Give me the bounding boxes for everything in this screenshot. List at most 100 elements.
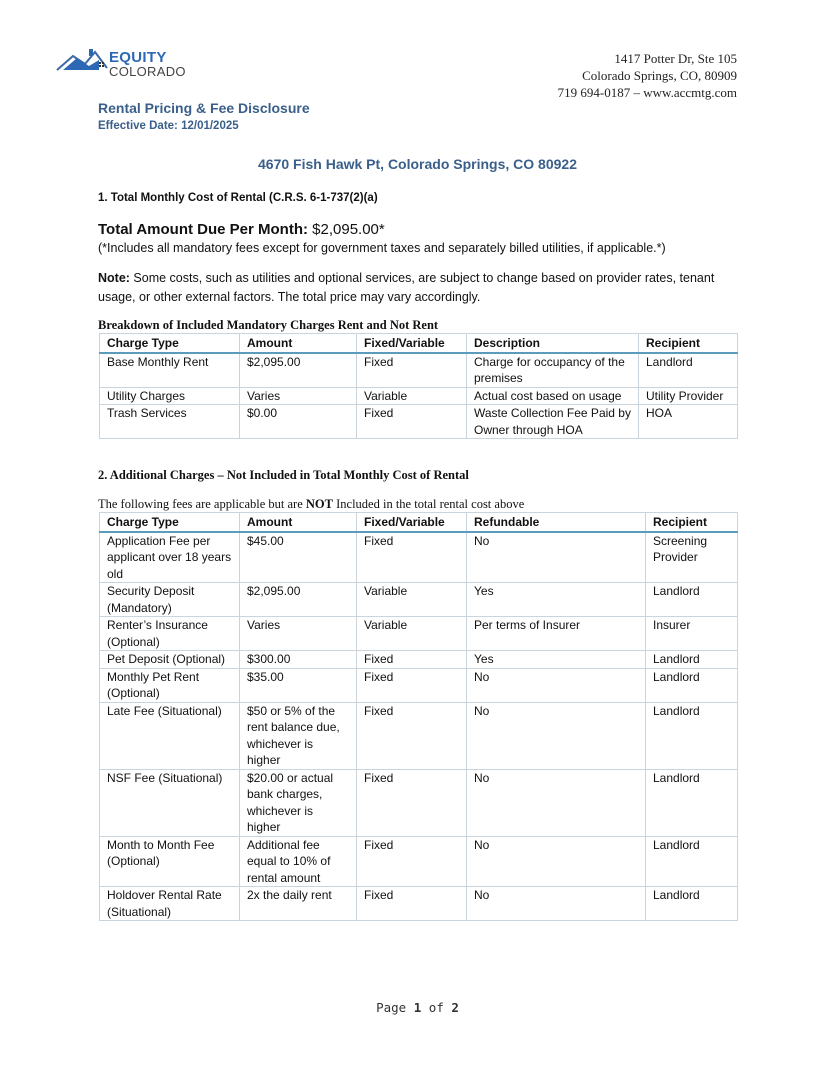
total-value: $2,095.00* (307, 221, 385, 238)
table-cell: Landlord (645, 886, 738, 921)
table-cell: Renter’s Insurance (Optional) (99, 616, 240, 651)
address-line-1: 1417 Potter Dr, Ste 105 (614, 51, 737, 66)
table-cell: Varies (239, 616, 357, 651)
contact-line: 719 694-0187 – www.accmtg.com (557, 85, 737, 100)
table-cell: $35.00 (239, 667, 357, 703)
mandatory-charges-table: Charge Type Amount Fixed/Variable Descri… (99, 333, 738, 439)
col-header: Amount (239, 512, 357, 533)
table-cell: Fixed (356, 404, 467, 439)
col-header: Charge Type (99, 333, 240, 354)
table-cell: Fixed (356, 768, 467, 837)
logo-text-colorado: COLORADO (109, 64, 186, 79)
total-note: (*Includes all mandatory fees except for… (98, 241, 666, 255)
col-header: Fixed/Variable (356, 333, 467, 354)
table-row: Utility Charges Varies Variable Actual cost… (99, 386, 738, 405)
note-paragraph: Note: Some costs, such as utilities and … (98, 269, 738, 307)
table-header-row: Charge Type Amount Fixed/Variable Descri… (99, 333, 738, 354)
table-cell: Utility Charges (99, 386, 240, 405)
table-cell: $2,095.00 (239, 352, 357, 388)
table1-caption: Breakdown of Included Mandatory Charges … (98, 318, 439, 332)
caption-text: The following fees are applicable but ar… (98, 497, 306, 511)
table-cell: Monthly Pet Rent (Optional) (99, 667, 240, 703)
table-cell: Fixed (356, 650, 467, 669)
table-cell: Fixed (356, 667, 467, 703)
table-cell: Application Fee per applicant over 18 ye… (99, 531, 240, 583)
table-cell: Waste Collection Fee Paid by Owner throu… (466, 404, 639, 439)
table-row: Late Fee (Situational) $50 or 5% of the r… (99, 701, 738, 770)
table-cell: Fixed (356, 835, 467, 887)
table-cell: Variable (356, 386, 467, 405)
table-row: Monthly Pet Rent (Optional) $35.00 Fixed No… (99, 667, 738, 703)
table-cell: Fixed (356, 352, 467, 388)
house-logo-icon (56, 49, 108, 71)
table-cell: Fixed (356, 886, 467, 921)
section-1-heading: 1. Total Monthly Cost of Rental (C.R.S. … (98, 192, 378, 204)
table-cell: No (466, 835, 646, 887)
table-cell: Yes (466, 582, 646, 617)
table-row: Base Monthly Rent $2,095.00 Fixed Charge fo… (99, 352, 738, 388)
caption-text: Included in the total rental cost above (333, 497, 525, 511)
table-cell: $300.00 (239, 650, 357, 669)
table-cell: Screening Provider (645, 531, 738, 583)
table-cell: Landlord (638, 352, 738, 388)
table-row: Month to Month Fee (Optional) Additional … (99, 835, 738, 887)
note-label: Note: (98, 271, 130, 285)
table-row: Pet Deposit (Optional) $300.00 Fixed Yes Lan… (99, 650, 738, 669)
table-cell: No (466, 667, 646, 703)
table-cell: Utility Provider (638, 386, 738, 405)
table-cell: Pet Deposit (Optional) (99, 650, 240, 669)
page-of: of (421, 1000, 452, 1015)
table-cell: 2x the daily rent (239, 886, 357, 921)
col-header: Refundable (466, 512, 646, 533)
table-row: NSF Fee (Situational) $20.00 or actual ba… (99, 768, 738, 837)
table-cell: No (466, 886, 646, 921)
table-cell: $20.00 or actual bank charges, whichever… (239, 768, 357, 837)
table-header-row: Charge Type Amount Fixed/Variable Refund… (99, 512, 738, 533)
table-cell: Late Fee (Situational) (99, 701, 240, 770)
logo-text-equity: EQUITY (109, 49, 167, 66)
table-row: Application Fee per applicant over 18 ye… (99, 531, 738, 583)
table-cell: Additional fee equal to 10% of rental am… (239, 835, 357, 887)
caption-emphasis: NOT (305, 497, 333, 511)
table-cell: $2,095.00 (239, 582, 357, 617)
note-text: Some costs, such as utilities and option… (98, 271, 715, 304)
property-address: 4670 Fish Hawk Pt, Colorado Springs, CO … (258, 156, 577, 172)
page-number: Page 1 of 2 (0, 1000, 835, 1015)
table-cell: $0.00 (239, 404, 357, 439)
col-header: Recipient (638, 333, 738, 354)
total-label: Total Amount Due Per Month: (98, 221, 308, 238)
table-cell: Variable (356, 582, 467, 617)
table-cell: Month to Month Fee (Optional) (99, 835, 240, 887)
col-header: Fixed/Variable (356, 512, 467, 533)
table-cell: Per terms of Insurer (466, 616, 646, 651)
table-cell: Varies (239, 386, 357, 405)
table-cell: Landlord (645, 650, 738, 669)
table-cell: Yes (466, 650, 646, 669)
table-cell: Holdover Rental Rate (Situational) (99, 886, 240, 921)
table-cell: Landlord (645, 582, 738, 617)
total-amount: Total Amount Due Per Month: $2,095.00* (98, 221, 385, 238)
page-label: Page (376, 1000, 414, 1015)
table-cell: Trash Services (99, 404, 240, 439)
table-row: Trash Services $0.00 Fixed Waste Collection… (99, 404, 738, 439)
section-2-heading: 2. Additional Charges – Not Included in … (98, 468, 469, 482)
effective-date: Effective Date: 12/01/2025 (98, 120, 239, 132)
document-title: Rental Pricing & Fee Disclosure (98, 100, 310, 116)
table-row: Security Deposit (Mandatory) $2,095.00 Var… (99, 582, 738, 617)
table-cell: $50 or 5% of the rent balance due, which… (239, 701, 357, 770)
table-cell: Variable (356, 616, 467, 651)
table-cell: Charge for occupancy of the premises (466, 352, 639, 388)
table-cell: Base Monthly Rent (99, 352, 240, 388)
col-header: Charge Type (99, 512, 240, 533)
table-cell: Landlord (645, 667, 738, 703)
table-cell: No (466, 701, 646, 770)
total-pages: 2 (451, 1000, 459, 1015)
current-page: 1 (413, 1000, 422, 1015)
address-line-2: Colorado Springs, CO, 80909 (582, 68, 737, 83)
table2-caption: The following fees are applicable but ar… (98, 497, 524, 512)
company-logo: EQUITY COLORADO (55, 46, 195, 82)
table-cell: HOA (638, 404, 738, 439)
table-cell: Insurer (645, 616, 738, 651)
table-cell: $45.00 (239, 531, 357, 583)
table-cell: Landlord (645, 701, 738, 770)
